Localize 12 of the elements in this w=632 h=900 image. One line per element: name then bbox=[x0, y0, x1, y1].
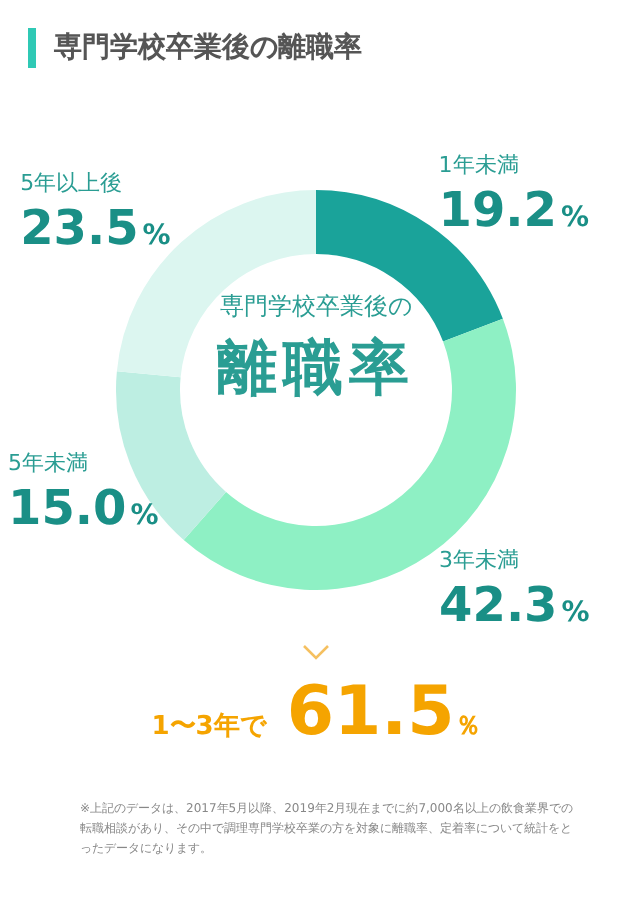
data-label: 42.3% bbox=[439, 577, 590, 634]
text: 離職率 bbox=[215, 332, 417, 408]
slice-label: 3年未満 bbox=[439, 547, 520, 574]
slice-label: 5年未満 bbox=[8, 449, 88, 476]
slice-label: 1年未満 bbox=[438, 152, 519, 179]
text: 1〜3年で 61.5％ bbox=[149, 672, 483, 752]
data-label: 15.0% bbox=[8, 479, 159, 536]
data-label: 23.5% bbox=[20, 200, 171, 257]
slice-label: 5年以上後 bbox=[20, 170, 123, 197]
chart-title: 専門学校卒業後の離職率 bbox=[28, 28, 362, 68]
data-label: 19.2% bbox=[438, 182, 590, 239]
text: 専門学校卒業後の bbox=[218, 290, 414, 324]
